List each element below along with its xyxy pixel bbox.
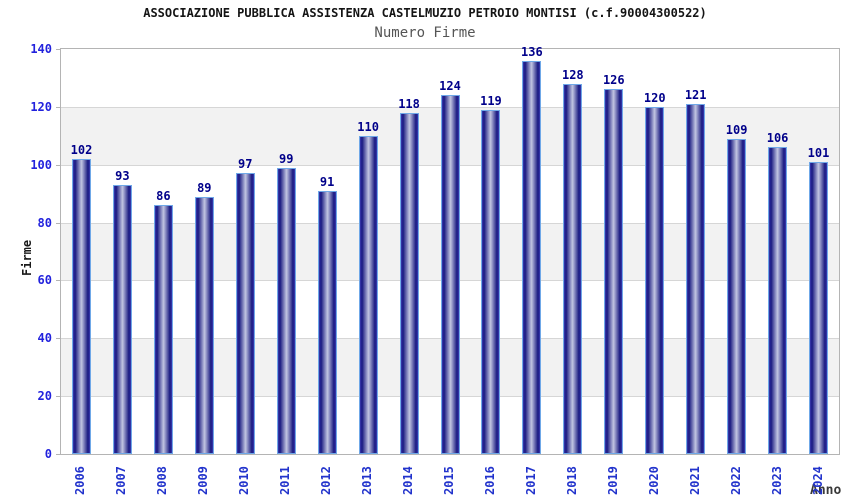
bar-value-label: 99 (278, 152, 294, 166)
y-tick-mark (56, 49, 60, 50)
bar (563, 84, 582, 454)
bar (113, 185, 132, 454)
x-tick-label: 2006 (73, 466, 88, 495)
bar (686, 104, 705, 454)
x-tick-label: 2009 (196, 466, 211, 495)
x-tick-label: 2007 (114, 466, 129, 495)
y-tick-mark (56, 454, 60, 455)
y-tick-mark (56, 107, 60, 108)
x-tick-label: 2017 (523, 466, 538, 495)
bar (481, 110, 500, 454)
bar (727, 139, 746, 454)
y-tick-label: 140 (30, 42, 52, 56)
y-tick-label: 100 (30, 157, 52, 172)
bar-value-label: 97 (238, 157, 253, 171)
x-tick-label: 2019 (605, 466, 620, 495)
bar-value-label: 102 (70, 143, 93, 157)
bar (809, 162, 828, 454)
bar-value-label: 86 (156, 189, 171, 203)
bar-value-label: 93 (115, 169, 130, 183)
bar-value-label: 91 (319, 175, 335, 189)
bar-value-label: 124 (439, 79, 461, 93)
bar (195, 197, 214, 454)
x-tick-label: 2014 (401, 466, 416, 495)
chart-subtitle: Numero Firme (374, 25, 476, 41)
bar-value-label: 109 (725, 123, 748, 137)
bar-value-label: 136 (521, 45, 543, 59)
chart-title: ASSOCIAZIONE PUBBLICA ASSISTENZA CASTELM… (143, 6, 707, 20)
bar-value-label: 101 (807, 146, 830, 160)
y-tick-mark (56, 338, 60, 339)
bar-value-label: 119 (480, 94, 502, 108)
y-tick-label: 80 (37, 215, 52, 230)
x-tick-label: 2011 (278, 466, 293, 495)
y-tick-mark (56, 280, 60, 281)
y-tick-label: 20 (37, 389, 52, 404)
bar-value-label: 126 (602, 73, 625, 87)
x-tick-label: 2008 (155, 466, 170, 495)
bar-value-label: 89 (197, 181, 212, 195)
bar-value-label: 118 (398, 97, 420, 111)
x-tick-label: 2021 (687, 466, 702, 495)
plot-area (60, 48, 840, 455)
bar (604, 89, 623, 454)
bar (277, 168, 296, 454)
y-tick-mark (56, 223, 60, 224)
bar (359, 136, 378, 454)
bar (154, 205, 173, 454)
bar (441, 95, 460, 454)
x-tick-label: 2020 (646, 466, 661, 495)
y-tick-label: 120 (30, 99, 52, 114)
x-tick-label: 2010 (237, 466, 252, 495)
x-tick-label: 2022 (728, 466, 743, 495)
y-tick-label: 40 (37, 331, 52, 346)
y-tick-mark (56, 396, 60, 397)
bar-value-label: 106 (766, 131, 789, 145)
y-tick-mark (56, 165, 60, 166)
bar (236, 173, 255, 454)
bar-value-label: 128 (561, 68, 584, 82)
x-tick-label: 2012 (319, 466, 334, 495)
x-tick-label: 2015 (442, 466, 456, 495)
bar (400, 113, 419, 454)
bar-value-label: 121 (684, 88, 707, 102)
bar (645, 107, 664, 454)
bar-value-label: 110 (357, 120, 379, 134)
bar (522, 61, 541, 454)
y-tick-label: 0 (44, 447, 52, 461)
y-axis-title: Firme (20, 239, 34, 276)
x-tick-label: 2013 (360, 466, 375, 495)
x-tick-label: 2024 (810, 466, 825, 495)
x-tick-label: 2016 (482, 466, 497, 495)
x-tick-label: 2023 (769, 466, 784, 495)
x-tick-label: 2018 (564, 466, 579, 495)
bar (768, 147, 787, 454)
bar (72, 159, 91, 454)
y-tick-label: 60 (37, 273, 52, 288)
bar (318, 191, 337, 454)
bar-value-label: 120 (643, 91, 666, 105)
x-axis-title: Anno (810, 483, 842, 498)
